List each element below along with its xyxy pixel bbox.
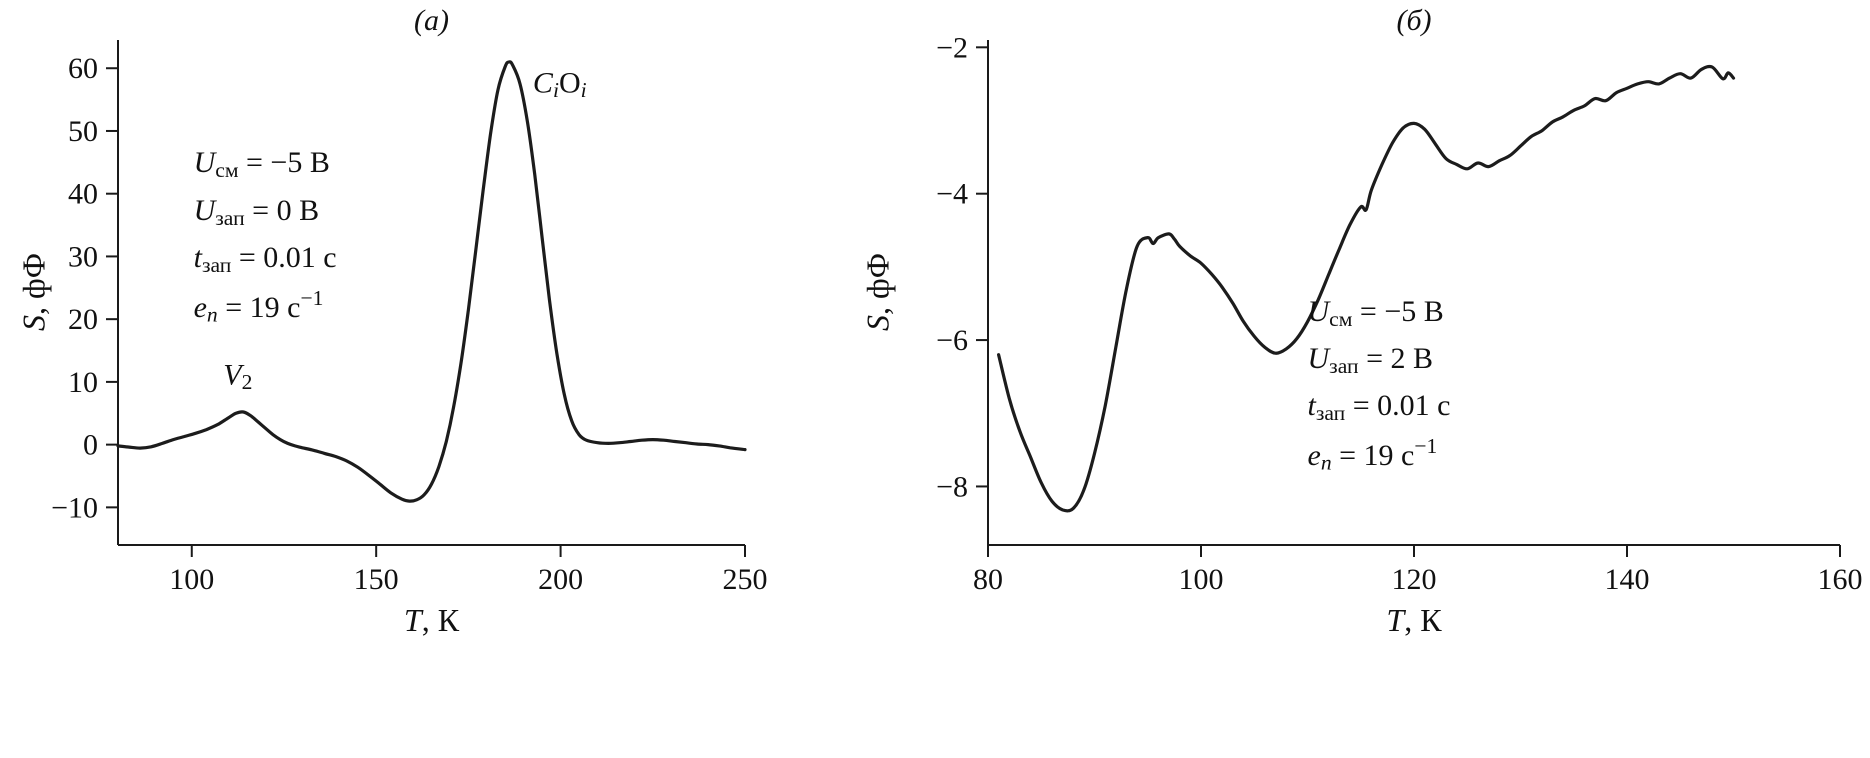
measurement-params-a-line: tзап = 0.01 с — [193, 240, 337, 277]
panel-b-title: (б) — [1396, 4, 1432, 37]
cioi-peak-label-line: CiOi — [532, 66, 587, 103]
x-tick-label: 250 — [723, 563, 768, 596]
y-tick-label: 30 — [68, 240, 98, 273]
y-tick-label: −4 — [936, 178, 968, 211]
measurement-params-b-line: Uсм = −5 В — [1307, 294, 1444, 331]
x-tick-label: 80 — [973, 563, 1003, 596]
data-curve — [116, 60, 747, 503]
measurement-params-b: Uсм = −5 В Uзап = 2 В tзап = 0.01 с en = 19… — [1308, 289, 1451, 481]
panel-a-y-axis-label: S, фФ — [15, 252, 52, 332]
data-curve — [997, 64, 1736, 513]
cioi-peak-label: CiOi — [533, 60, 587, 107]
y-tick-label: −8 — [936, 470, 968, 503]
x-tick-label: 160 — [1818, 563, 1863, 596]
x-tick-label: 150 — [354, 563, 399, 596]
x-tick-label: 100 — [169, 563, 214, 596]
y-tick-label: 60 — [68, 52, 98, 85]
y-tick-label: −2 — [936, 31, 968, 64]
y-tick-label: 20 — [68, 303, 98, 336]
y-tick-label: 10 — [68, 366, 98, 399]
y-tick-label: −10 — [51, 491, 98, 524]
measurement-params-a-line: Uсм = −5 В — [193, 146, 330, 183]
y-tick-label: −6 — [936, 324, 968, 357]
measurement-params-b-line: tзап = 0.01 с — [1307, 389, 1451, 426]
y-tick-label: 40 — [68, 178, 98, 211]
x-tick-label: 200 — [538, 563, 583, 596]
panel-b-x-axis-label: T, К — [1386, 602, 1442, 638]
y-tick-label: 50 — [68, 115, 98, 148]
x-tick-label: 120 — [1392, 563, 1437, 596]
panel-b-y-axis-label: S, фФ — [859, 252, 896, 332]
panel-a-title: (а) — [414, 4, 449, 37]
measurement-params-a-line: en = 19 с−1 — [193, 286, 324, 327]
x-tick-label: 140 — [1605, 563, 1650, 596]
y-tick-label: 0 — [83, 429, 98, 462]
measurement-params-a: Uсм = −5 В Uзап = 0 В tзап = 0.01 с en = 19… — [194, 140, 337, 332]
measurement-params-b-line: Uзап = 2 В — [1307, 342, 1434, 378]
panel-a-x-axis-label: T, К — [403, 602, 460, 638]
measurement-params-b-line: en = 19 с−1 — [1307, 434, 1438, 476]
v2-peak-label: V2 — [223, 352, 252, 399]
measurement-params-a-line: Uзап = 0 В — [193, 193, 320, 230]
v2-peak-label-line: V2 — [223, 358, 253, 394]
x-tick-label: 100 — [1179, 563, 1224, 596]
